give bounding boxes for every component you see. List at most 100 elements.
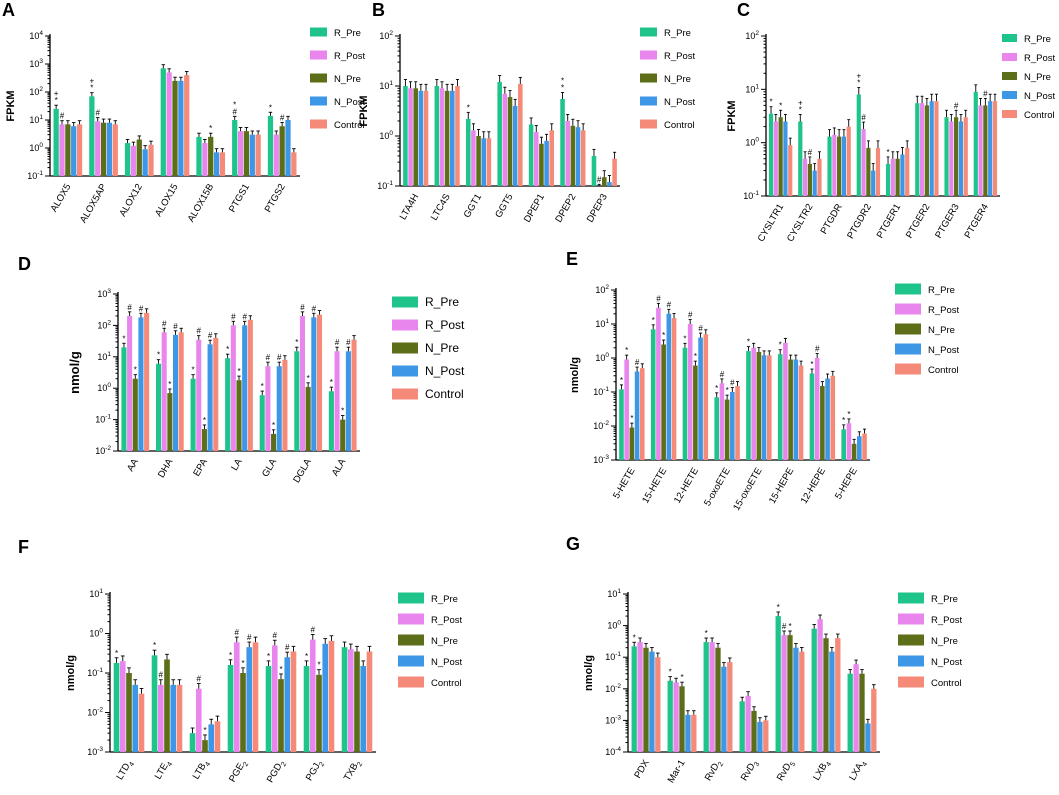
bar-r_post-ptgs1 [237,131,244,176]
panel-label: C [737,0,750,20]
bar-r_pre-15hete [650,329,656,460]
legend-swatch-n_post [398,655,424,667]
legend-label-r_pre: R_Pre [664,28,691,39]
significance-mark: # [698,324,703,333]
bar-r_pre-dpep1 [528,124,534,186]
bar-r_post-mar1 [673,682,679,752]
bar-r_post-alox15 [166,72,172,176]
bar-r_pre-pge2 [227,664,234,752]
bar-n_post-alox5ap [106,122,113,176]
category-label: PTGDR2 [845,202,874,241]
bar-control-rvd2 [727,662,733,752]
significance-mark: * [305,652,308,661]
panel-label: E [566,249,578,269]
legend-label-r_post: R_Post [664,51,696,62]
bar-r_pre-ggt5 [497,82,502,186]
significance-mark: * [694,352,697,361]
bar-control-dgla [316,314,323,451]
bar-n_post-15oxoete [761,355,767,460]
bar-r_pre-12hepe [809,373,815,460]
legend-label-r_pre: R_Pre [425,295,459,309]
y-axis-label: FPKM [726,100,738,131]
bar-n_post-mar1 [685,714,691,752]
bar-n_post-rvd5 [793,647,799,752]
bar-n_post-ptger1 [900,154,905,196]
significance-mark: # [667,300,672,309]
bar-n_post-ptgdr [841,136,847,196]
bar-control-dpep3 [612,158,617,186]
bar-r_post-pdx [637,642,643,752]
bar-n_pre-dpep1 [539,143,544,186]
bar-control-lxa4 [871,688,877,752]
bar-n_pre-alox5ap [100,122,107,176]
category-label: CYSLTR1 [756,202,787,244]
legend-label-n_post: N_Post [928,345,960,356]
panel-label: F [18,537,29,557]
category-label: PGE2 [227,758,250,785]
y-tick-label: 100 [595,352,609,363]
legend-label-control: Control [1024,110,1055,121]
significance-mark: # [656,294,661,303]
category-label: PTGS2 [263,182,288,214]
y-axis-label: FPKM [5,90,17,121]
bar-r_post-rvd5 [781,635,787,752]
bar-n_pre-5hete [629,427,635,460]
y-tick-label: 101 [607,588,621,599]
significance-mark: * [467,103,470,112]
significance-mark: * [157,351,160,360]
bar-control-ptger4 [992,101,998,196]
category-label: PTGDR [819,202,845,236]
category-label: LA [229,456,245,472]
legend-label-n_pre: N_Pre [1024,72,1051,83]
y-tick-label: 104 [29,30,43,41]
bar-control-pdx [655,657,661,752]
bar-n_post-gla [276,366,282,451]
legend-label-control: Control [664,120,695,131]
bar-n_post-12hepe [825,378,830,460]
bar-n_post-5oxoete [730,392,735,460]
bar-control-5hepe [862,433,867,460]
bar-r_post-alox12 [130,145,137,176]
bar-r_pre-rvd2 [703,642,709,752]
significance-mark: * [203,416,206,425]
y-tick-label: 10-1 [605,651,621,662]
bar-r_pre-ltb4 [189,733,196,752]
legend-swatch-n_pre [392,342,418,354]
bar-r_post-rvd2 [709,642,715,752]
significance-mark: # [273,631,278,640]
y-tick-label: 101 [745,83,759,94]
bar-n_pre-gla [271,433,277,451]
category-label: PDX [632,757,652,780]
legend-label-r_post: R_Post [334,51,366,62]
bar-r_pre-5oxoete [714,397,720,460]
significance-mark: # [197,327,202,336]
significance-mark: * [269,103,272,112]
bar-control-gla [282,359,288,451]
bar-r_pre-alox5ap [89,96,95,176]
legend-swatch-r_pre [392,296,418,308]
bar-r_post-dgla [299,315,306,451]
bar-n_pre-dha [167,393,173,451]
bar-control-ptgs2 [291,152,297,176]
y-axis-label: nmol/g [583,655,595,691]
bar-r_pre-ptgs2 [267,115,274,176]
bar-n_pre-ala [340,419,346,451]
bar-n_pre-rvd3 [751,710,757,752]
legend-label-r_pre: R_Pre [334,28,361,39]
bar-n_pre-pdx [643,647,649,752]
bar-n_pre-txb2 [354,651,360,752]
significance-mark: * [307,374,310,383]
bar-r_post-pge2 [233,642,240,752]
category-label: EPA [191,456,210,478]
bar-n_pre-ggt5 [507,97,513,186]
bar-n_post-lxa4 [865,723,871,752]
bar-n_pre-12hepe [820,386,825,460]
bar-n_pre-rvd2 [715,647,721,752]
legend-label-n_pre: N_Pre [431,636,458,647]
significance-mark: # [197,675,202,684]
category-label: ALOX5AP [78,182,109,225]
y-tick-label: 10-1 [377,180,393,191]
legend-label-r_pre: R_Pre [928,285,955,296]
